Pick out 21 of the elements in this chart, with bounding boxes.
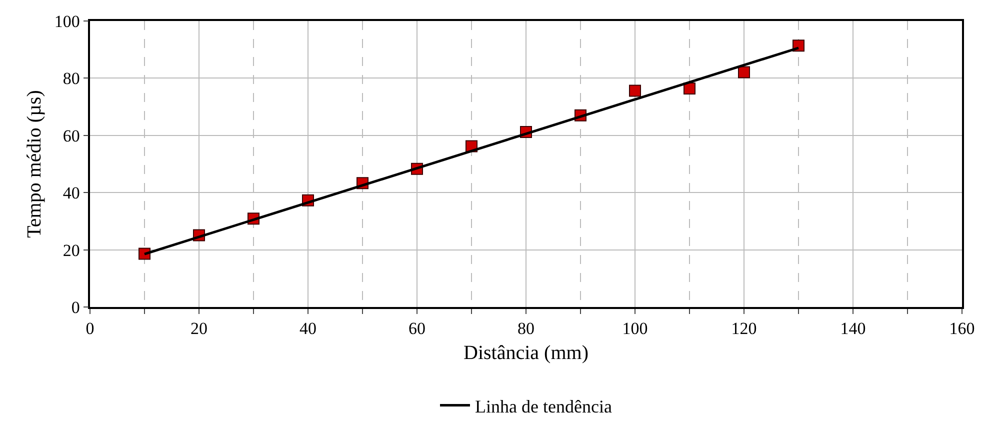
y-tick-label: 60 bbox=[62, 126, 80, 146]
y-tick-label: 100 bbox=[54, 12, 80, 31]
x-tick-label: 120 bbox=[731, 319, 757, 338]
x-tick-label: 40 bbox=[300, 319, 316, 338]
x-tick-label: 160 bbox=[949, 319, 975, 338]
point bbox=[738, 66, 750, 78]
x-tick-label: 100 bbox=[622, 319, 648, 338]
y-tick-label: 0 bbox=[71, 298, 80, 317]
x-tick-label: 80 bbox=[518, 319, 534, 338]
legend-label: Linha de tendência bbox=[475, 396, 612, 416]
x-axis-title: Distância (mm) bbox=[464, 342, 588, 364]
point bbox=[684, 82, 696, 94]
y-tick-label: 20 bbox=[62, 240, 80, 260]
x-tick-label: 20 bbox=[190, 319, 208, 338]
x-tick-label: 0 bbox=[86, 319, 94, 338]
point bbox=[629, 84, 641, 97]
y-tick-label: 40 bbox=[62, 184, 80, 203]
x-tick-label: 60 bbox=[408, 319, 426, 338]
y-axis-title: Tempo médio (µs) bbox=[23, 90, 46, 238]
x-tick-label: 140 bbox=[840, 319, 866, 338]
y-tick-label: 80 bbox=[62, 69, 80, 88]
